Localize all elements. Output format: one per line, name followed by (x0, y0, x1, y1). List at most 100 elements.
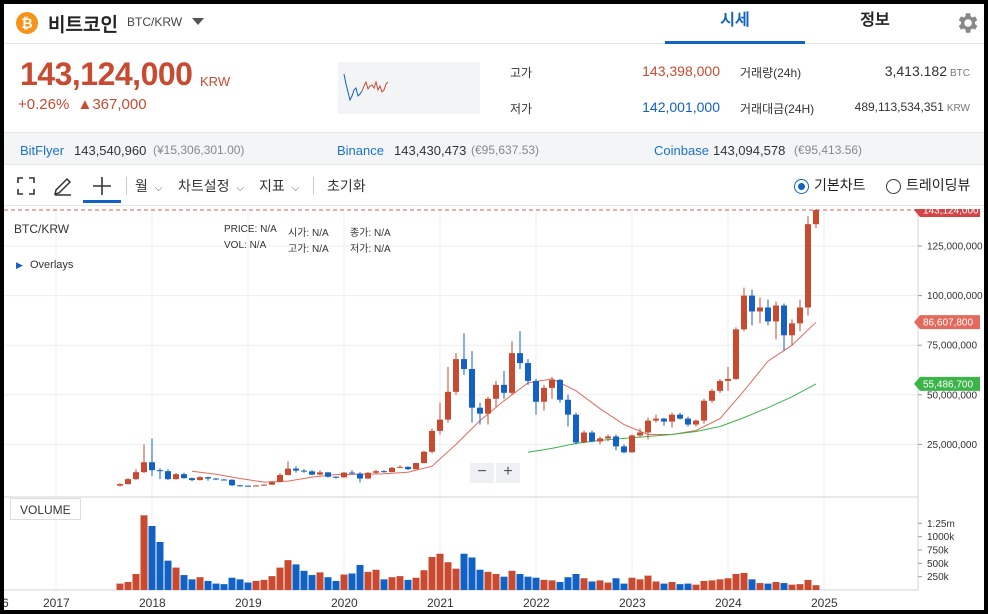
volume-bar (484, 571, 492, 590)
volume-bar (692, 584, 700, 590)
candle-body (645, 420, 651, 433)
candle-body (125, 479, 131, 485)
crosshair-active-indicator (83, 200, 121, 203)
coin-pair[interactable]: BTC/KRW (127, 15, 183, 29)
candle-body (749, 295, 755, 312)
candle-body (389, 467, 395, 472)
volume-bar (476, 569, 484, 590)
x-tick-label: 2020 (331, 596, 358, 610)
candle-body (301, 470, 307, 472)
high-label: 고가 (510, 66, 533, 80)
vol-tick-label: 500k (927, 559, 950, 570)
candle-body (317, 472, 323, 475)
volume-bar (140, 515, 148, 590)
candle-body (781, 305, 787, 336)
volume-bar (724, 578, 732, 590)
exchange-name-bitflyer[interactable]: BitFlyer (20, 143, 65, 158)
candle-body (709, 390, 715, 401)
volume-bar (636, 579, 644, 590)
candle-body (797, 307, 803, 324)
tab-info[interactable]: 정보 (860, 12, 890, 29)
interval-dropdown[interactable]: 월 ⌵ (135, 174, 162, 198)
candle-body (661, 418, 667, 422)
reset-button[interactable]: 초기화 (327, 178, 366, 194)
bitcoin-logo-icon: ₿ (16, 12, 38, 34)
overlays-label: Overlays (29, 259, 74, 271)
candle-body (245, 485, 251, 487)
candle-body (237, 485, 243, 487)
candle-body (701, 400, 707, 421)
volume-bar (412, 577, 420, 590)
candle-body (349, 472, 355, 474)
candle-body (733, 329, 739, 379)
price-chart[interactable]: 125,000,000 100,000,000 75,000,000 50,000,0… (4, 203, 984, 610)
candle-body (381, 471, 387, 473)
indicators-dropdown[interactable]: 지표 ⌵ (259, 174, 299, 198)
tradingview-label[interactable]: 트레이딩뷰 (906, 177, 971, 193)
overlays-toggle[interactable]: ▶ Overlays (16, 259, 73, 271)
x-tick-label: 2024 (715, 596, 742, 610)
volume-bar (388, 577, 396, 590)
zoom-out-button[interactable]: − (470, 463, 494, 483)
gear-icon[interactable] (954, 10, 980, 36)
y-tick-label: 50,000,000 (927, 390, 977, 401)
volume-bar (684, 583, 692, 590)
tradingview-radio[interactable] (886, 179, 901, 194)
ma-short-line (191, 321, 817, 483)
volume-bar (396, 576, 404, 590)
exchange-name-binance[interactable]: Binance (337, 143, 384, 158)
volume-bar (116, 583, 124, 590)
chart-canvas[interactable]: 125,000,000 100,000,000 75,000,000 50,000,0… (4, 203, 984, 610)
candle-body (189, 478, 195, 481)
zoom-in-button[interactable]: + (496, 463, 520, 483)
volume-bar (244, 582, 252, 590)
vol-tick-label: 750k (927, 546, 950, 557)
candle-body (533, 380, 539, 402)
volume-bar (292, 564, 300, 590)
candle-body (485, 398, 491, 414)
chart-settings-dropdown[interactable]: 차트설정 ⌵ (178, 174, 244, 198)
candle-body (613, 436, 619, 447)
volume-bar (756, 583, 764, 590)
volume-bar (148, 526, 156, 590)
candle-body (285, 468, 291, 475)
basic-chart-radio[interactable] (794, 179, 809, 194)
y-tick-label: 125,000,000 (927, 242, 983, 253)
volume-bar (780, 583, 788, 590)
volume-bar (420, 570, 428, 590)
coin-name[interactable]: 비트코인 (48, 15, 118, 36)
current-price: 143,124,000 (20, 56, 193, 92)
candle-body (437, 419, 443, 431)
candle-body (693, 420, 699, 425)
chevron-down-icon[interactable] (192, 18, 204, 25)
pen-icon[interactable] (51, 174, 75, 198)
volume-bar (668, 582, 676, 590)
ohlc-readout-open: 시가: N/A (288, 228, 329, 239)
candle-body (397, 466, 403, 468)
candle-body (685, 418, 691, 425)
candle-body (581, 432, 587, 443)
volume-bar (428, 556, 436, 590)
volume-bar (788, 584, 796, 590)
volume-bar (268, 576, 276, 590)
volume-bar (284, 560, 292, 590)
volume-bar (548, 580, 556, 590)
exchange-name-coinbase[interactable]: Coinbase (654, 143, 709, 158)
basic-chart-label[interactable]: 기본차트 (814, 177, 866, 193)
tab-quote[interactable]: 시세 (665, 4, 805, 44)
x-tick-label: 2018 (139, 596, 166, 610)
candle-body (557, 379, 563, 400)
exchange-sub-coinbase: (€95,413.56) (794, 143, 863, 157)
price-badge (914, 376, 980, 391)
price-badge-label: 55,486,700 (923, 379, 973, 390)
volume-bar (436, 553, 444, 590)
crosshair-icon[interactable] (90, 174, 114, 198)
volume-bar (564, 577, 572, 590)
fullscreen-icon[interactable] (14, 174, 38, 198)
ohlc-readout-volume: VOL: N/A (224, 240, 267, 251)
volume-bar (772, 582, 780, 590)
volume-bar (812, 585, 820, 590)
candle-body (141, 462, 147, 473)
volume-bar (580, 578, 588, 590)
candle-body (517, 353, 523, 364)
